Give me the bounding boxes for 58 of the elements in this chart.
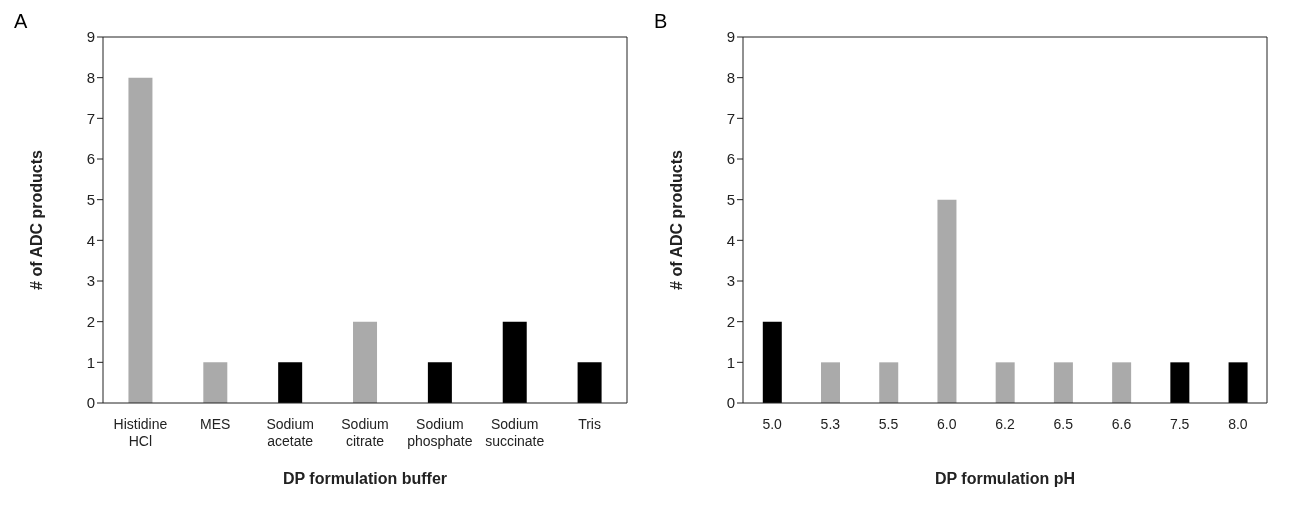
y-tick-label: 9 bbox=[86, 28, 95, 46]
y-tick-label: 5 bbox=[726, 190, 735, 208]
y-tick-label: 0 bbox=[726, 394, 735, 412]
y-tick-label: 9 bbox=[726, 28, 735, 46]
bar bbox=[128, 77, 153, 403]
x-tick-label: 6.5 bbox=[1053, 416, 1074, 432]
y-tick-label: 8 bbox=[86, 68, 95, 86]
y-tick-label: 5 bbox=[86, 190, 95, 208]
bar bbox=[278, 362, 303, 403]
y-tick-label: 4 bbox=[726, 231, 735, 249]
x-tick-label: 5.5 bbox=[878, 416, 899, 432]
x-tick-label: 6.6 bbox=[1111, 416, 1132, 432]
bar bbox=[1170, 362, 1190, 403]
bar bbox=[995, 362, 1015, 403]
bar bbox=[821, 362, 841, 403]
bar bbox=[1053, 362, 1073, 403]
x-tick-label: 5.3 bbox=[820, 416, 841, 432]
y-tick-label: 7 bbox=[726, 109, 735, 127]
bar bbox=[879, 362, 899, 403]
y-tick-label: 6 bbox=[726, 150, 735, 168]
bar bbox=[937, 199, 957, 403]
y-tick-label: 0 bbox=[86, 394, 95, 412]
x-tick-label: 6.0 bbox=[937, 416, 957, 432]
y-axis-title: # of ADC products bbox=[27, 149, 45, 290]
bar bbox=[353, 321, 378, 403]
x-tick-label: Sodium phosphate bbox=[407, 416, 473, 449]
y-axis-title: # of ADC products bbox=[667, 149, 685, 290]
y-tick-label: 8 bbox=[726, 68, 735, 86]
y-tick-label: 7 bbox=[86, 109, 95, 127]
bar bbox=[577, 362, 602, 403]
bar bbox=[1228, 362, 1248, 403]
x-tick-label: 8.0 bbox=[1228, 416, 1248, 432]
x-tick-label: Sodium succinate bbox=[485, 416, 545, 449]
y-tick-label: 1 bbox=[726, 353, 735, 371]
y-tick-label: 3 bbox=[86, 272, 95, 290]
x-tick-label: 7.5 bbox=[1169, 416, 1190, 432]
x-tick-label: 6.2 bbox=[995, 416, 1015, 432]
x-tick-label: MES bbox=[200, 416, 231, 432]
chart-title: A bbox=[14, 10, 28, 33]
y-tick-label: 6 bbox=[86, 150, 95, 168]
y-tick-label: 2 bbox=[86, 312, 95, 330]
y-tick-label: 3 bbox=[726, 272, 735, 290]
bar bbox=[762, 321, 782, 403]
y-tick-label: 4 bbox=[86, 231, 95, 249]
x-axis-title: DP formulation buffer bbox=[282, 470, 448, 487]
x-tick-label: Sodium acetate bbox=[266, 416, 314, 449]
x-tick-label: Tris bbox=[578, 416, 601, 432]
x-tick-label: Sodium citrate bbox=[341, 416, 389, 449]
bar bbox=[203, 362, 228, 403]
bar bbox=[1112, 362, 1132, 403]
x-tick-label: 5.0 bbox=[762, 416, 783, 432]
chart-title: B bbox=[654, 10, 668, 33]
bar bbox=[502, 321, 527, 403]
y-tick-label: 1 bbox=[86, 353, 95, 371]
x-axis-title: DP formulation pH bbox=[934, 470, 1076, 487]
x-tick-label: Histidine HCl bbox=[113, 416, 168, 449]
bar bbox=[427, 362, 452, 403]
y-tick-label: 2 bbox=[726, 312, 735, 330]
